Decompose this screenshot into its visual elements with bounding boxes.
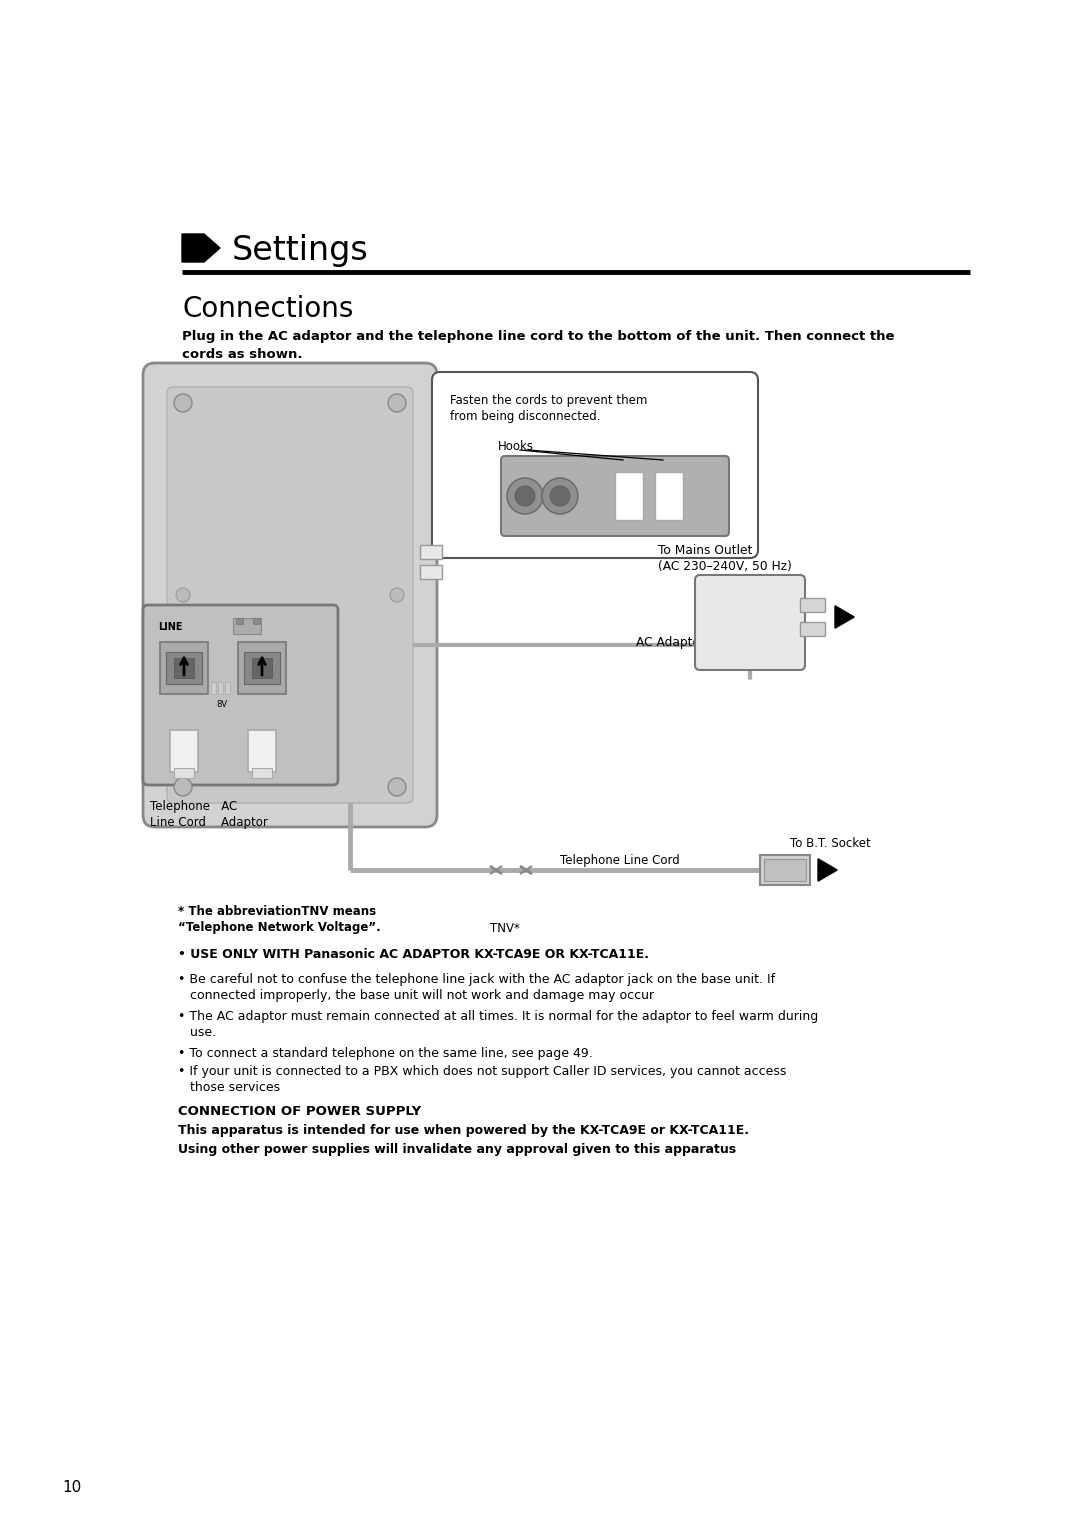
- Text: from being disconnected.: from being disconnected.: [450, 410, 600, 423]
- Bar: [218, 681, 222, 694]
- Text: LINE: LINE: [158, 622, 183, 633]
- Bar: [760, 856, 810, 885]
- Bar: [420, 565, 442, 579]
- Bar: [160, 642, 208, 694]
- Circle shape: [550, 486, 570, 506]
- Text: Line Cord    Adaptor: Line Cord Adaptor: [150, 816, 268, 830]
- Bar: [237, 617, 243, 623]
- Text: Settings: Settings: [232, 234, 368, 267]
- Bar: [800, 597, 825, 613]
- Bar: [252, 769, 272, 778]
- Bar: [238, 642, 286, 694]
- Circle shape: [388, 778, 406, 796]
- Text: Using other power supplies will invalidate any approval given to this apparatus: Using other power supplies will invalida…: [178, 1143, 737, 1157]
- Text: 8V: 8V: [216, 700, 227, 709]
- Bar: [800, 622, 825, 636]
- Bar: [211, 681, 216, 694]
- Text: cords as shown.: cords as shown.: [183, 348, 302, 361]
- Circle shape: [174, 394, 192, 413]
- FancyBboxPatch shape: [432, 371, 758, 558]
- FancyBboxPatch shape: [501, 455, 729, 536]
- Bar: [764, 859, 806, 882]
- Text: • If your unit is connected to a PBX which does not support Caller ID services, : • If your unit is connected to a PBX whi…: [178, 1065, 786, 1077]
- Text: use.: use.: [178, 1025, 216, 1039]
- Text: Hooks: Hooks: [498, 440, 534, 452]
- Bar: [420, 545, 442, 559]
- Circle shape: [507, 478, 543, 513]
- Circle shape: [388, 394, 406, 413]
- Text: To B.T. Socket: To B.T. Socket: [789, 837, 870, 850]
- Circle shape: [174, 778, 192, 796]
- Circle shape: [390, 588, 404, 602]
- FancyBboxPatch shape: [143, 605, 338, 785]
- Text: Telephone Line Cord: Telephone Line Cord: [561, 854, 679, 866]
- Text: AC Adaptor: AC Adaptor: [636, 636, 705, 649]
- Bar: [253, 617, 260, 623]
- Circle shape: [542, 478, 578, 513]
- FancyBboxPatch shape: [167, 387, 413, 804]
- Text: • To connect a standard telephone on the same line, see page 49.: • To connect a standard telephone on the…: [178, 1047, 593, 1060]
- Text: (AC 230–240V, 50 Hz): (AC 230–240V, 50 Hz): [658, 559, 792, 573]
- Bar: [615, 472, 643, 520]
- Text: • USE ONLY WITH Panasonic AC ADAPTOR KX-TCA9E OR KX-TCA11E.: • USE ONLY WITH Panasonic AC ADAPTOR KX-…: [178, 947, 649, 961]
- Text: To Mains Outlet: To Mains Outlet: [658, 544, 753, 558]
- Text: TNV*: TNV*: [490, 921, 519, 935]
- Text: CONNECTION OF POWER SUPPLY: CONNECTION OF POWER SUPPLY: [178, 1105, 421, 1118]
- Circle shape: [515, 486, 535, 506]
- Polygon shape: [183, 234, 220, 261]
- Polygon shape: [818, 859, 837, 882]
- Text: Plug in the AC adaptor and the telephone line cord to the bottom of the unit. Th: Plug in the AC adaptor and the telephone…: [183, 330, 894, 342]
- Text: “Telephone Network Voltage”.: “Telephone Network Voltage”.: [178, 921, 381, 934]
- Bar: [174, 659, 194, 678]
- Polygon shape: [835, 605, 854, 628]
- Text: Fasten the cords to prevent them: Fasten the cords to prevent them: [450, 394, 647, 406]
- Text: 10: 10: [62, 1481, 81, 1494]
- Text: those services: those services: [178, 1080, 280, 1094]
- Text: • The AC adaptor must remain connected at all times. It is normal for the adapto: • The AC adaptor must remain connected a…: [178, 1010, 819, 1024]
- Bar: [244, 652, 280, 685]
- Bar: [654, 472, 683, 520]
- Bar: [166, 652, 202, 685]
- FancyBboxPatch shape: [696, 575, 805, 669]
- Circle shape: [176, 588, 190, 602]
- Text: connected improperly, the base unit will not work and damage may occur: connected improperly, the base unit will…: [178, 989, 654, 1002]
- FancyBboxPatch shape: [143, 364, 437, 827]
- Text: * The abbreviationTNV means: * The abbreviationTNV means: [178, 905, 376, 918]
- Text: This apparatus is intended for use when powered by the KX-TCA9E or KX-TCA11E.: This apparatus is intended for use when …: [178, 1125, 750, 1137]
- Bar: [252, 659, 272, 678]
- Text: • Be careful not to confuse the telephone line jack with the AC adaptor jack on : • Be careful not to confuse the telephon…: [178, 973, 775, 986]
- Bar: [233, 617, 261, 634]
- Text: Connections: Connections: [183, 295, 353, 322]
- Text: Telephone   AC: Telephone AC: [150, 801, 238, 813]
- Bar: [225, 681, 230, 694]
- Bar: [248, 730, 276, 772]
- Bar: [170, 730, 198, 772]
- Bar: [174, 769, 194, 778]
